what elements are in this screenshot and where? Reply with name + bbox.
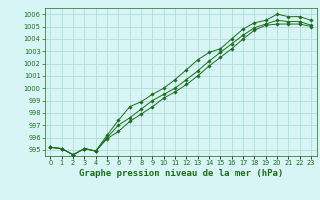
X-axis label: Graphe pression niveau de la mer (hPa): Graphe pression niveau de la mer (hPa) — [79, 169, 283, 178]
